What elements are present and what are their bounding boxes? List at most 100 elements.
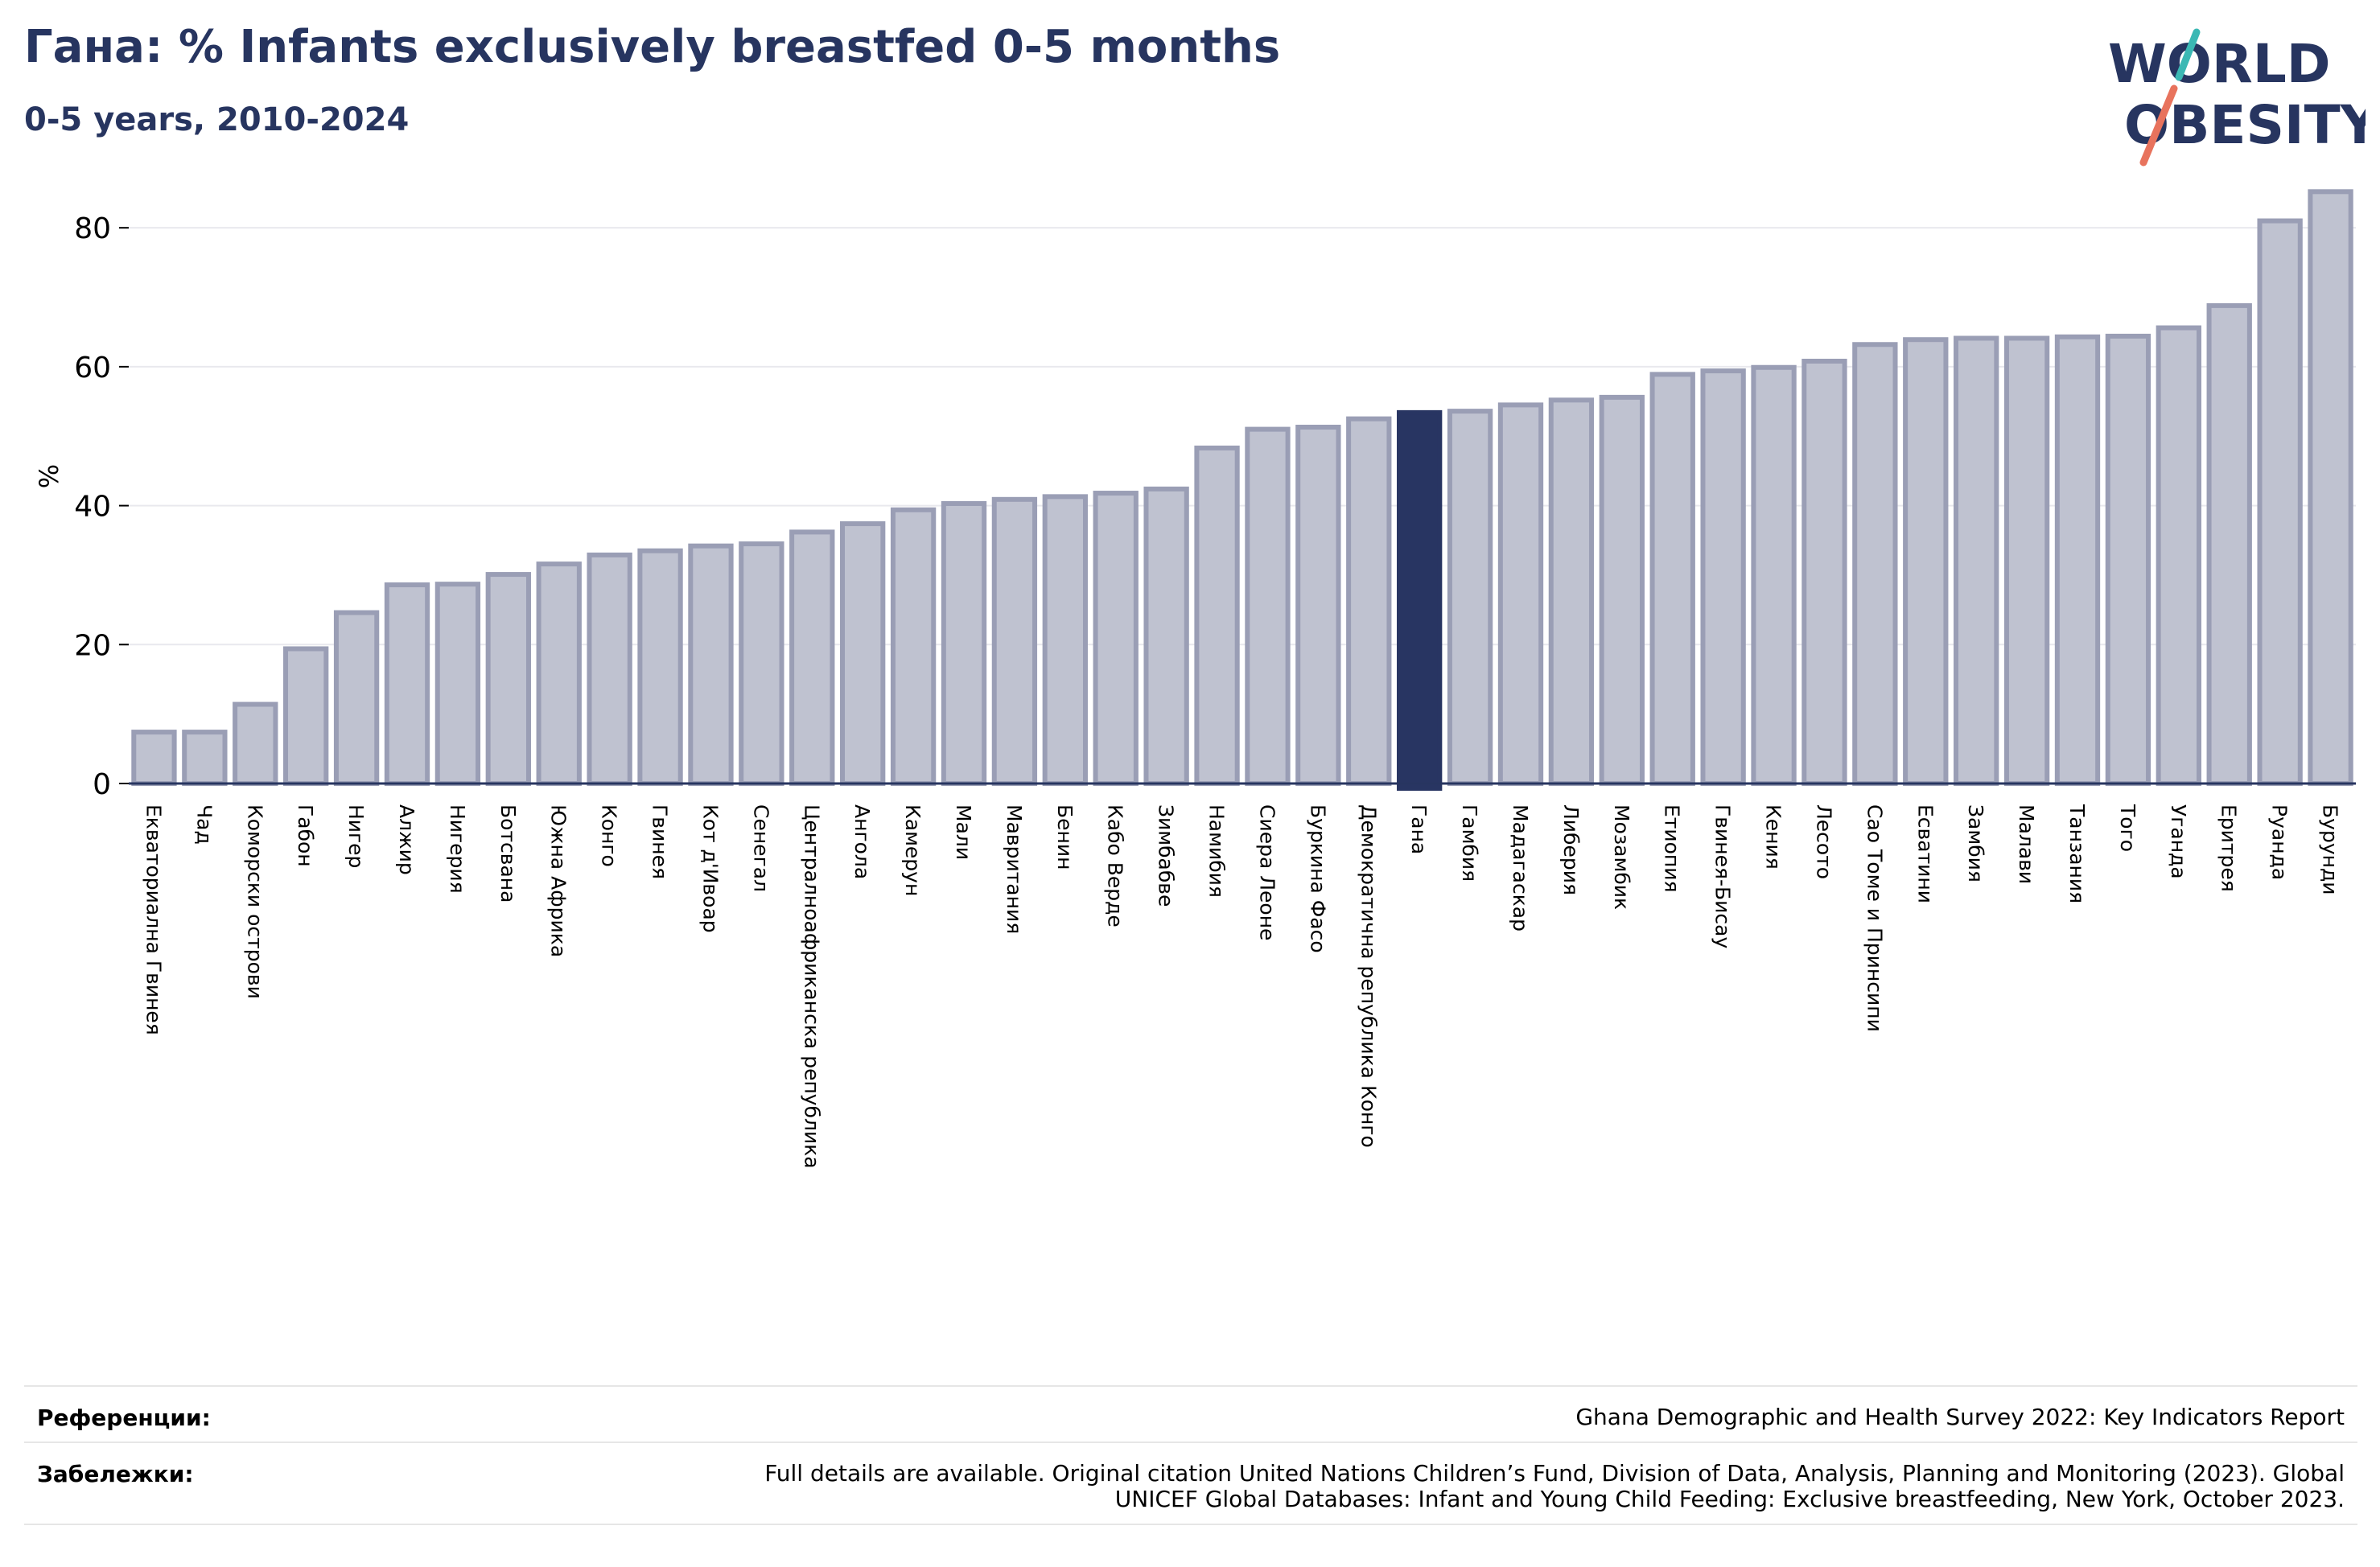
bar: [1295, 425, 1341, 786]
y-axis-label: %: [34, 464, 64, 488]
x-category-label: Алжир: [395, 804, 418, 875]
x-category-label: Гвинея-Бисау: [1711, 804, 1735, 948]
x-category-label: Руанда: [2268, 804, 2291, 880]
bar-highlighted: [1397, 409, 1443, 791]
x-category-label: Мозамбик: [1610, 804, 1633, 910]
x-category-label: Кабо Верде: [1104, 804, 1127, 927]
bar: [941, 500, 987, 786]
world-obesity-logo: WORLD OBESITY: [2108, 28, 2366, 167]
x-category-label: Танзания: [2065, 804, 2089, 903]
x-category-label: Нигерия: [446, 804, 469, 894]
bar: [2105, 333, 2151, 786]
x-category-label: Малави: [2015, 804, 2038, 884]
x-category-label: Мавритания: [1003, 804, 1026, 934]
bar: [333, 610, 380, 787]
references-text: Ghana Demographic and Health Survey 2022…: [1575, 1404, 2345, 1430]
bar: [233, 701, 278, 786]
x-category-label: Бурунди: [2319, 804, 2342, 895]
references-row: Референции: Ghana Demographic and Health…: [24, 1385, 2357, 1442]
x-category-label: Кот д'Ивоар: [698, 804, 722, 933]
bar: [131, 730, 177, 786]
x-category-label: Еритрея: [2217, 804, 2241, 892]
notes-label: Забележки:: [37, 1461, 194, 1487]
x-category-label: Сао Томе и Принсипи: [1863, 804, 1886, 1032]
y-tick-label: 40: [74, 491, 111, 524]
references-label: Референции:: [37, 1405, 211, 1431]
x-category-label: Буркина Фасо: [1306, 804, 1329, 953]
x-category-label: Намибия: [1205, 804, 1229, 898]
notes-text: Full details are available. Original cit…: [764, 1461, 2345, 1512]
x-category-label: Кения: [1762, 804, 1785, 870]
bar: [1497, 402, 1544, 786]
bar: [283, 646, 329, 786]
bar: [1649, 372, 1695, 786]
bar: [789, 529, 835, 786]
bar: [840, 521, 886, 786]
y-tick-label: 20: [74, 629, 111, 662]
notes-line-1: Full details are available. Original cit…: [764, 1460, 2345, 1487]
bar: [2003, 335, 2050, 786]
y-tick-label: 60: [74, 352, 111, 385]
x-category-label: Мали: [952, 804, 975, 860]
x-category-label: Централноафриканска република: [800, 804, 823, 1169]
bar: [2257, 218, 2303, 786]
x-category-label: Уганда: [2167, 804, 2190, 879]
x-category-label: Есватини: [1913, 804, 1937, 903]
bar: [1093, 491, 1139, 786]
bar: [1599, 394, 1645, 786]
bar: [536, 561, 582, 786]
bar-chart: 0 20 40 60 80 Екваториална Гвинея Чад Коморски…: [34, 189, 2356, 1169]
bar: [1245, 426, 1291, 786]
x-category-label: Гана: [1407, 804, 1431, 854]
x-category-label: Габон: [294, 804, 317, 867]
x-category-label: Демократична република Конго: [1357, 804, 1380, 1148]
logo-slash-orange: [2139, 84, 2178, 167]
x-category-label: Конго: [598, 804, 621, 867]
x-category-label: Того: [2116, 804, 2139, 852]
bar: [1447, 409, 1493, 786]
bar: [587, 552, 632, 786]
bar: [2156, 325, 2201, 786]
logo-word-world: WORLD: [2108, 33, 2331, 95]
bar: [1801, 358, 1847, 786]
bar: [1903, 337, 1949, 786]
bar: [637, 548, 683, 786]
bar: [890, 507, 937, 786]
axes: 0 20 40 60 80: [74, 212, 2356, 801]
bar: [1700, 368, 1746, 786]
chart-title: Гана: % Infants exclusively breastfed 0-…: [24, 21, 1281, 73]
x-category-label: Нигер: [344, 804, 368, 868]
bar: [991, 496, 1038, 786]
bar: [182, 730, 228, 786]
bar: [1548, 397, 1595, 786]
x-category-label: Етиопия: [1661, 804, 1684, 893]
category-labels: Екваториална Гвинея Чад Коморски острови Га…: [142, 804, 2341, 1169]
bar: [2308, 189, 2353, 786]
bar: [1194, 445, 1240, 786]
bar: [2054, 334, 2101, 786]
bar: [1852, 342, 1898, 787]
x-category-label: Лесото: [1812, 804, 1835, 879]
x-category-label: Чад: [192, 804, 216, 845]
y-tick-label: 0: [93, 768, 111, 801]
x-category-label: Коморски острови: [243, 804, 266, 999]
x-category-label: Гвинея: [649, 804, 672, 879]
x-category-label: Камерун: [901, 804, 924, 896]
x-category-label: Гамбия: [1458, 804, 1481, 882]
x-category-label: Бенин: [1053, 804, 1077, 870]
x-category-label: Сиера Леоне: [1255, 804, 1279, 940]
x-category-label: Сенегал: [749, 804, 772, 892]
bar: [739, 541, 784, 786]
x-category-label: Замбия: [1964, 804, 1987, 882]
bar: [434, 582, 481, 786]
logo-slash-teal: [2175, 28, 2201, 81]
x-category-label: Зимбабве: [1155, 804, 1178, 907]
bars: [131, 189, 2353, 791]
bar: [485, 572, 531, 786]
notes-line-2: UNICEF Global Databases: Infant and Youn…: [1114, 1486, 2345, 1512]
x-category-label: Екваториална Гвинея: [142, 804, 165, 1035]
footer: Референции: Ghana Demographic and Health…: [24, 1385, 2357, 1525]
bar: [1751, 364, 1797, 786]
bar: [2206, 302, 2252, 786]
bar: [384, 582, 430, 786]
